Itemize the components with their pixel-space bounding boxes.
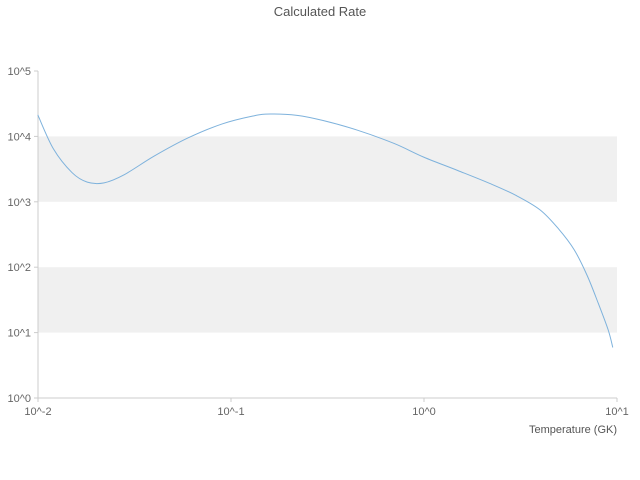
y-tick-label: 10^4: [7, 131, 31, 143]
y-tick-label: 10^5: [7, 66, 31, 78]
y-tick-label: 10^0: [7, 393, 31, 405]
x-tick-label: 10^-1: [217, 406, 244, 418]
x-axis-label: Temperature (GK): [528, 424, 617, 436]
series-line-rate: [37, 113, 614, 348]
x-tick-label: 10^0: [412, 406, 436, 418]
plot-band: [38, 267, 617, 333]
y-tick-label: 10^2: [7, 262, 31, 274]
y-tick-label: 10^3: [7, 197, 31, 209]
chart-title: Calculated Rate: [273, 4, 367, 19]
plot-band: [38, 136, 617, 202]
x-tick-label: 10^1: [605, 406, 629, 418]
x-tick-label: 10^-2: [24, 406, 51, 418]
y-tick-label: 10^1: [7, 328, 31, 340]
